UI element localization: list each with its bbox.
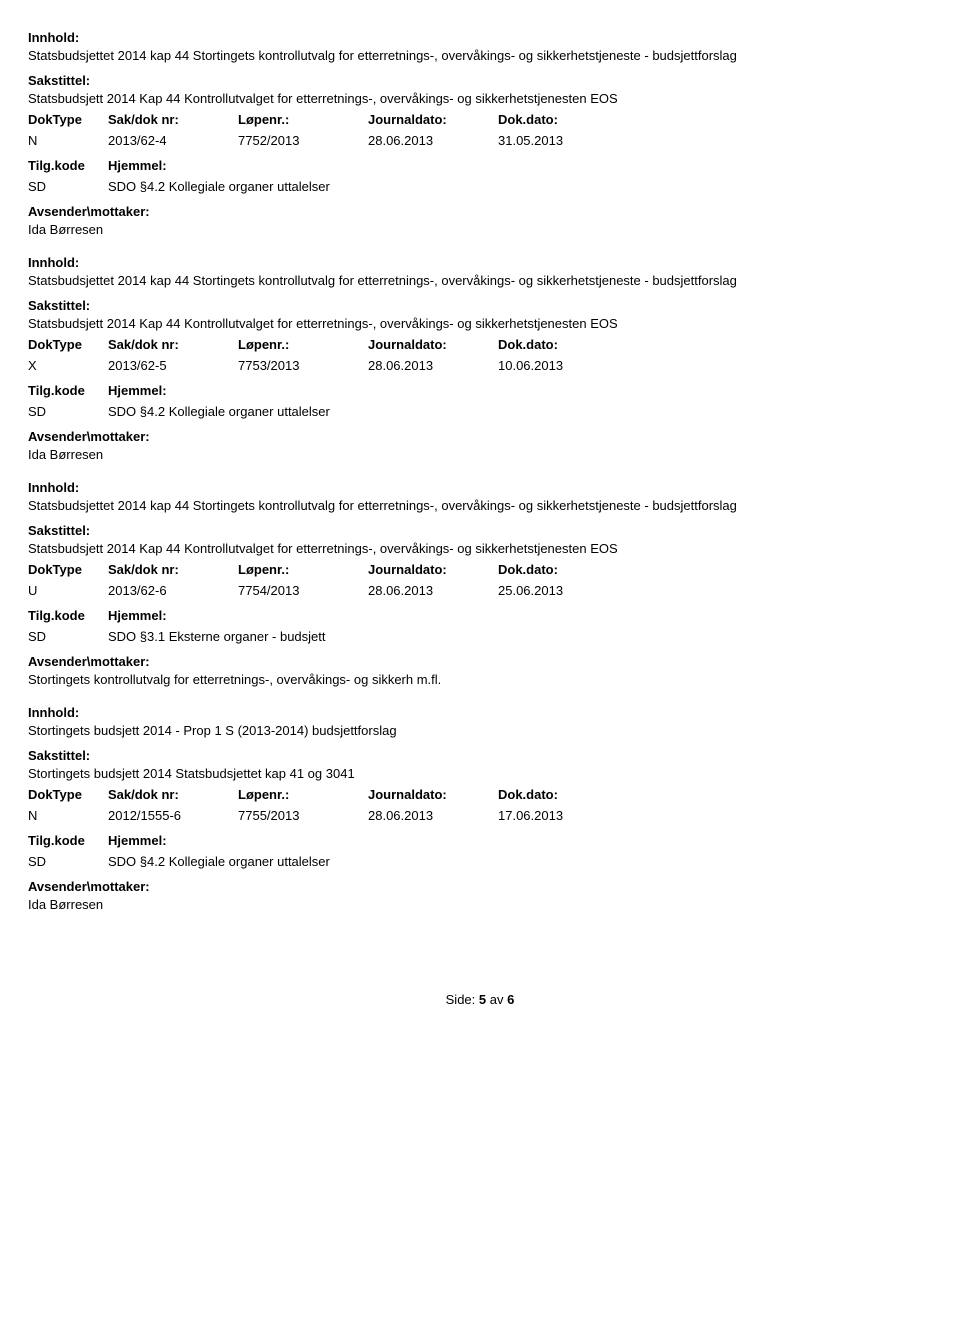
- innhold-label: Innhold:: [28, 255, 932, 270]
- avsender-value: Ida Børresen: [28, 447, 932, 462]
- doktype-value: X: [28, 358, 108, 373]
- lopenr-header: Løpenr.:: [238, 337, 368, 352]
- sakstittel-value: Statsbudsjett 2014 Kap 44 Kontrollutvalg…: [28, 541, 932, 556]
- journaldato-header: Journaldato:: [368, 337, 498, 352]
- sakdok-header: Sak/dok nr:: [108, 337, 238, 352]
- innhold-label: Innhold:: [28, 30, 932, 45]
- doktype-header: DokType: [28, 562, 108, 577]
- doktype-header: DokType: [28, 337, 108, 352]
- tilgkode-value: SD: [28, 854, 108, 869]
- lopenr-value: 7755/2013: [238, 808, 368, 823]
- hjemmel-value: SDO §4.2 Kollegiale organer uttalelser: [108, 404, 330, 419]
- tilgkode-header: Tilg.kode: [28, 383, 108, 398]
- tilgkode-header: Tilg.kode: [28, 158, 108, 173]
- journaldato-value: 28.06.2013: [368, 583, 498, 598]
- sakstittel-value: Statsbudsjett 2014 Kap 44 Kontrollutvalg…: [28, 316, 932, 331]
- journal-record: Innhold: Statsbudsjettet 2014 kap 44 Sto…: [28, 255, 932, 462]
- tilgkode-header: Tilg.kode: [28, 833, 108, 848]
- doktype-value: N: [28, 133, 108, 148]
- page-footer: Side: 5 av 6: [28, 992, 932, 1007]
- avsender-label: Avsender\mottaker:: [28, 204, 932, 219]
- dokdato-header: Dok.dato:: [498, 337, 628, 352]
- sakstittel-value: Statsbudsjett 2014 Kap 44 Kontrollutvalg…: [28, 91, 932, 106]
- journaldato-header: Journaldato:: [368, 787, 498, 802]
- sakstittel-label: Sakstittel:: [28, 748, 932, 763]
- sakdok-header: Sak/dok nr:: [108, 562, 238, 577]
- hjemmel-header: Hjemmel:: [108, 383, 167, 398]
- sakdok-value: 2013/62-6: [108, 583, 238, 598]
- tilgkode-value: SD: [28, 629, 108, 644]
- avsender-label: Avsender\mottaker:: [28, 879, 932, 894]
- lopenr-value: 7752/2013: [238, 133, 368, 148]
- sakdok-value: 2013/62-5: [108, 358, 238, 373]
- avsender-label: Avsender\mottaker:: [28, 429, 932, 444]
- journal-record: Innhold: Statsbudsjettet 2014 kap 44 Sto…: [28, 30, 932, 237]
- footer-current: 5: [479, 992, 486, 1007]
- sakdok-value: 2013/62-4: [108, 133, 238, 148]
- journal-record: Innhold: Statsbudsjettet 2014 kap 44 Sto…: [28, 480, 932, 687]
- innhold-value: Statsbudsjettet 2014 kap 44 Stortingets …: [28, 48, 932, 63]
- journaldato-header: Journaldato:: [368, 112, 498, 127]
- sakdok-value: 2012/1555-6: [108, 808, 238, 823]
- tilgkode-value: SD: [28, 404, 108, 419]
- lopenr-header: Løpenr.:: [238, 562, 368, 577]
- avsender-value: Ida Børresen: [28, 897, 932, 912]
- lopenr-header: Løpenr.:: [238, 112, 368, 127]
- dokdato-value: 31.05.2013: [498, 133, 628, 148]
- hjemmel-header: Hjemmel:: [108, 608, 167, 623]
- innhold-label: Innhold:: [28, 480, 932, 495]
- hjemmel-value: SDO §4.2 Kollegiale organer uttalelser: [108, 179, 330, 194]
- sakdok-header: Sak/dok nr:: [108, 787, 238, 802]
- lopenr-header: Løpenr.:: [238, 787, 368, 802]
- doktype-value: N: [28, 808, 108, 823]
- hjemmel-header: Hjemmel:: [108, 158, 167, 173]
- journaldato-value: 28.06.2013: [368, 133, 498, 148]
- journal-record: Innhold: Stortingets budsjett 2014 - Pro…: [28, 705, 932, 912]
- footer-sep: av: [490, 992, 504, 1007]
- journaldato-value: 28.06.2013: [368, 808, 498, 823]
- dokdato-header: Dok.dato:: [498, 787, 628, 802]
- sakstittel-label: Sakstittel:: [28, 523, 932, 538]
- dokdato-header: Dok.dato:: [498, 112, 628, 127]
- avsender-label: Avsender\mottaker:: [28, 654, 932, 669]
- doktype-value: U: [28, 583, 108, 598]
- lopenr-value: 7753/2013: [238, 358, 368, 373]
- hjemmel-value: SDO §4.2 Kollegiale organer uttalelser: [108, 854, 330, 869]
- journaldato-value: 28.06.2013: [368, 358, 498, 373]
- footer-prefix: Side:: [446, 992, 476, 1007]
- innhold-value: Statsbudsjettet 2014 kap 44 Stortingets …: [28, 498, 932, 513]
- sakstittel-value: Stortingets budsjett 2014 Statsbudsjette…: [28, 766, 932, 781]
- tilgkode-value: SD: [28, 179, 108, 194]
- dokdato-value: 25.06.2013: [498, 583, 628, 598]
- innhold-label: Innhold:: [28, 705, 932, 720]
- dokdato-value: 17.06.2013: [498, 808, 628, 823]
- hjemmel-value: SDO §3.1 Eksterne organer - budsjett: [108, 629, 326, 644]
- journaldato-header: Journaldato:: [368, 562, 498, 577]
- dokdato-header: Dok.dato:: [498, 562, 628, 577]
- sakdok-header: Sak/dok nr:: [108, 112, 238, 127]
- avsender-value: Stortingets kontrollutvalg for etterretn…: [28, 672, 932, 687]
- doktype-header: DokType: [28, 787, 108, 802]
- footer-total: 6: [507, 992, 514, 1007]
- doktype-header: DokType: [28, 112, 108, 127]
- innhold-value: Stortingets budsjett 2014 - Prop 1 S (20…: [28, 723, 932, 738]
- hjemmel-header: Hjemmel:: [108, 833, 167, 848]
- sakstittel-label: Sakstittel:: [28, 73, 932, 88]
- lopenr-value: 7754/2013: [238, 583, 368, 598]
- avsender-value: Ida Børresen: [28, 222, 932, 237]
- tilgkode-header: Tilg.kode: [28, 608, 108, 623]
- innhold-value: Statsbudsjettet 2014 kap 44 Stortingets …: [28, 273, 932, 288]
- dokdato-value: 10.06.2013: [498, 358, 628, 373]
- sakstittel-label: Sakstittel:: [28, 298, 932, 313]
